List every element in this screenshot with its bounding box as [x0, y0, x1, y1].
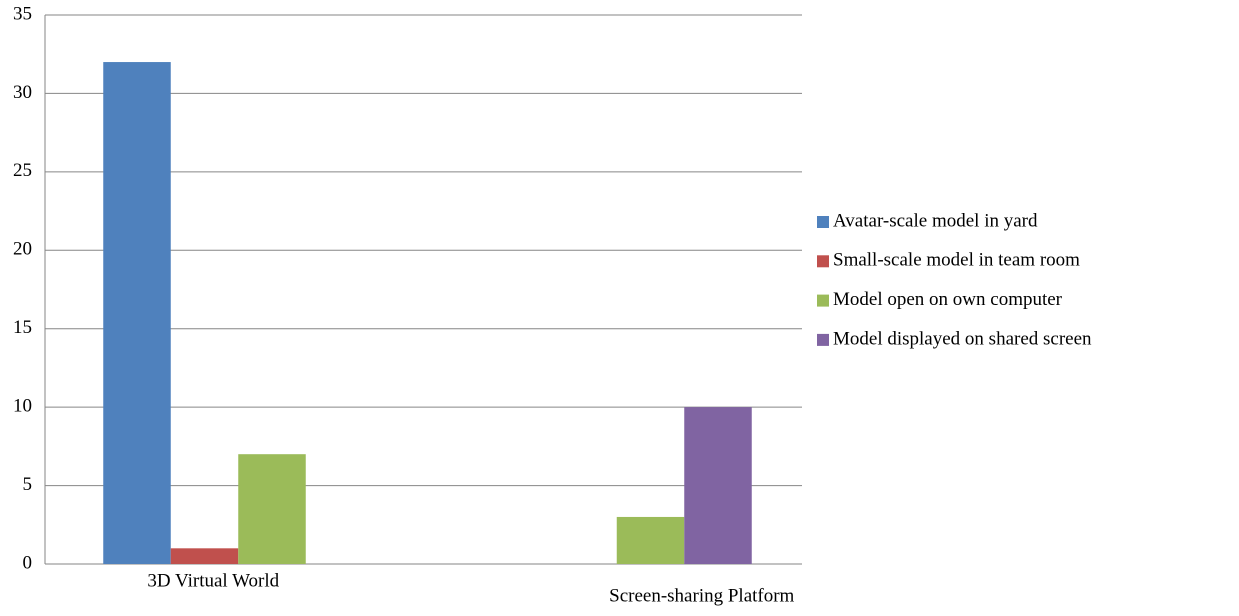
- legend-label: Model open on own computer: [833, 289, 1063, 310]
- y-tick-label: 25: [13, 160, 32, 181]
- y-tick-label: 30: [13, 82, 32, 103]
- y-tick-label: 0: [23, 552, 33, 573]
- bar: [238, 454, 306, 564]
- legend-swatch: [817, 216, 829, 228]
- legend-swatch: [817, 294, 829, 307]
- y-tick-label: 10: [13, 396, 32, 417]
- y-tick-label: 15: [13, 317, 32, 338]
- legend-swatch: [817, 255, 829, 268]
- legend-label: Small-scale model in team room: [833, 250, 1080, 271]
- bar: [616, 516, 685, 564]
- bar: [170, 548, 239, 564]
- x-tick-label: 3D Virtual World: [147, 570, 279, 591]
- y-tick-label: 20: [13, 239, 32, 260]
- y-tick-label: 35: [13, 3, 32, 24]
- bar: [684, 407, 752, 564]
- legend-label: Avatar-scale model in yard: [833, 210, 1038, 231]
- legend-label: Model displayed on shared screen: [833, 328, 1092, 349]
- bar: [103, 62, 171, 565]
- legend-swatch: [817, 333, 829, 346]
- y-tick-label: 5: [23, 474, 33, 495]
- x-tick-label: Screen-sharing Platform: [609, 585, 794, 606]
